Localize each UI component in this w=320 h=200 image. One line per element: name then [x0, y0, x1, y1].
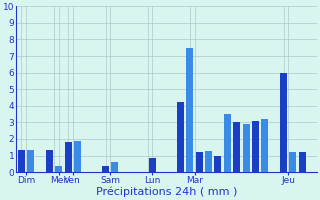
Bar	[46, 150, 53, 172]
Bar	[18, 150, 25, 172]
Bar	[280, 73, 287, 172]
Bar	[102, 166, 109, 172]
Bar	[289, 152, 296, 172]
X-axis label: Précipitations 24h ( mm ): Précipitations 24h ( mm )	[96, 187, 237, 197]
Bar	[233, 122, 240, 172]
Bar	[74, 141, 81, 172]
Bar	[243, 124, 250, 172]
Bar	[186, 48, 193, 172]
Bar	[177, 102, 184, 172]
Bar	[65, 142, 72, 172]
Bar	[261, 119, 268, 172]
Bar	[27, 150, 34, 172]
Bar	[196, 152, 203, 172]
Bar	[111, 162, 118, 172]
Bar	[214, 156, 221, 172]
Bar	[149, 158, 156, 172]
Bar	[55, 166, 62, 172]
Bar	[299, 152, 306, 172]
Bar	[205, 151, 212, 172]
Bar	[224, 114, 231, 172]
Bar	[252, 121, 259, 172]
